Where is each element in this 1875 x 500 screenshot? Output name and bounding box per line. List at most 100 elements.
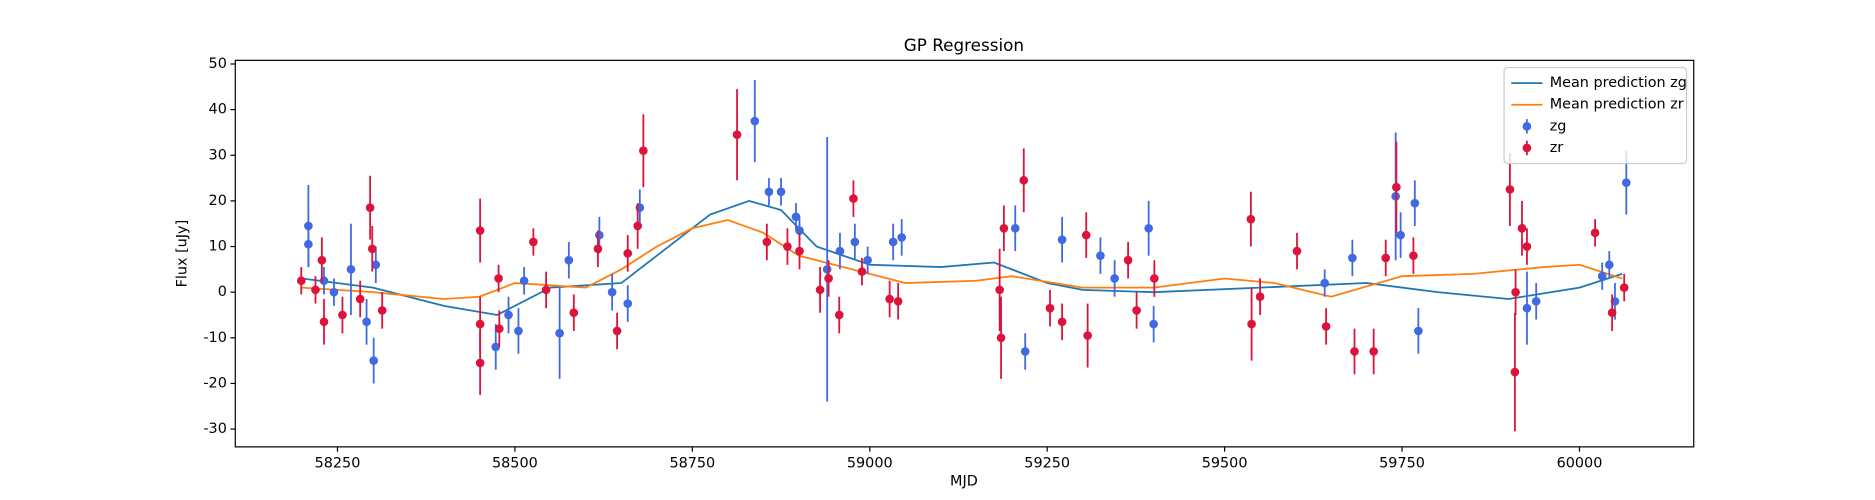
data-point [1369, 347, 1378, 356]
data-point [639, 146, 648, 156]
y-tick-label: 0 [218, 284, 227, 300]
y-tick-label: 40 [209, 102, 227, 118]
legend-label: zg [1550, 118, 1567, 134]
data-point [475, 226, 485, 235]
y-tick-label: 30 [209, 147, 227, 163]
legend-marker [1522, 122, 1532, 131]
x-tick-label: 60000 [1557, 456, 1603, 472]
data-point [783, 242, 792, 251]
x-tick-label: 59250 [1024, 456, 1070, 472]
legend-box [1503, 66, 1688, 165]
data-point [1522, 242, 1532, 251]
data-point [1247, 319, 1256, 329]
data-point [1410, 198, 1420, 208]
data-point [863, 255, 872, 265]
data-point [296, 276, 306, 286]
data-point [1590, 228, 1600, 238]
data-point [1392, 182, 1401, 192]
data-point [633, 221, 643, 231]
y-axis-label: Flux [uJy] [174, 220, 190, 288]
data-point [1150, 274, 1159, 283]
data-point [623, 299, 633, 308]
data-point [849, 194, 858, 203]
data-point [1020, 347, 1030, 356]
x-tick-label: 58250 [315, 456, 361, 472]
data-point [564, 255, 574, 265]
y-tick-label: -10 [203, 330, 227, 346]
y-tick-label: 10 [209, 239, 227, 255]
data-point [623, 249, 633, 258]
legend-label: zr [1550, 140, 1564, 156]
data-point [732, 130, 742, 140]
data-point [319, 317, 329, 327]
y-tick-label: 50 [209, 56, 227, 72]
data-point [362, 317, 371, 327]
data-point [1320, 278, 1330, 288]
data-point [367, 244, 377, 254]
data-point [1522, 303, 1532, 313]
data-point [612, 326, 622, 336]
data-point [1619, 283, 1629, 292]
data-point [888, 237, 898, 247]
data-point [1510, 367, 1520, 377]
data-point [1045, 303, 1055, 313]
data-point [1350, 347, 1359, 356]
data-point [1246, 214, 1256, 224]
data-point [1057, 235, 1067, 245]
legend-label: Mean prediction zg [1550, 75, 1687, 91]
x-tick-label: 58500 [492, 456, 538, 472]
data-point [897, 233, 907, 242]
x-tick-label: 58750 [669, 456, 715, 472]
chart-title: GP Regression [904, 35, 1024, 55]
data-point [593, 244, 603, 254]
data-point [1096, 251, 1105, 260]
data-point [1511, 287, 1520, 297]
data-point [815, 285, 825, 295]
data-point [1517, 223, 1527, 233]
data-point [1505, 185, 1515, 194]
data-point [1621, 178, 1631, 187]
data-point [1396, 230, 1405, 240]
x-tick-label: 59500 [1202, 456, 1248, 472]
data-point [1607, 308, 1617, 318]
data-point [791, 212, 801, 222]
data-point [371, 260, 381, 270]
data-point [850, 237, 860, 247]
data-point [1597, 271, 1607, 281]
data-point [1531, 296, 1541, 306]
legend-marker [1522, 143, 1532, 153]
data-point [365, 203, 375, 213]
data-point [311, 285, 320, 295]
data-point [555, 328, 564, 338]
data-point [1132, 306, 1141, 315]
legend-label: Mean prediction zr [1550, 97, 1684, 113]
data-point [776, 187, 786, 197]
data-point [835, 246, 845, 256]
data-point [1292, 246, 1302, 256]
data-point [338, 310, 347, 320]
data-point [824, 274, 833, 283]
data-point [519, 276, 529, 286]
data-point [569, 308, 579, 318]
data-point [595, 230, 604, 240]
y-tick-label: -20 [203, 375, 227, 391]
data-point [1110, 274, 1119, 283]
data-point [795, 226, 804, 235]
mean-line [301, 219, 1623, 300]
data-point [369, 356, 378, 365]
data-point [762, 237, 772, 247]
data-point [607, 287, 617, 297]
data-point [795, 246, 804, 256]
plot-area [296, 79, 1631, 432]
data-point [885, 294, 894, 304]
data-point [494, 324, 504, 333]
data-point [1019, 176, 1029, 185]
data-point [1123, 255, 1133, 265]
data-point [317, 255, 327, 265]
data-point [822, 265, 832, 274]
x-axis-label: MJD [950, 474, 978, 490]
data-point [1083, 331, 1092, 340]
data-point [1255, 292, 1265, 302]
